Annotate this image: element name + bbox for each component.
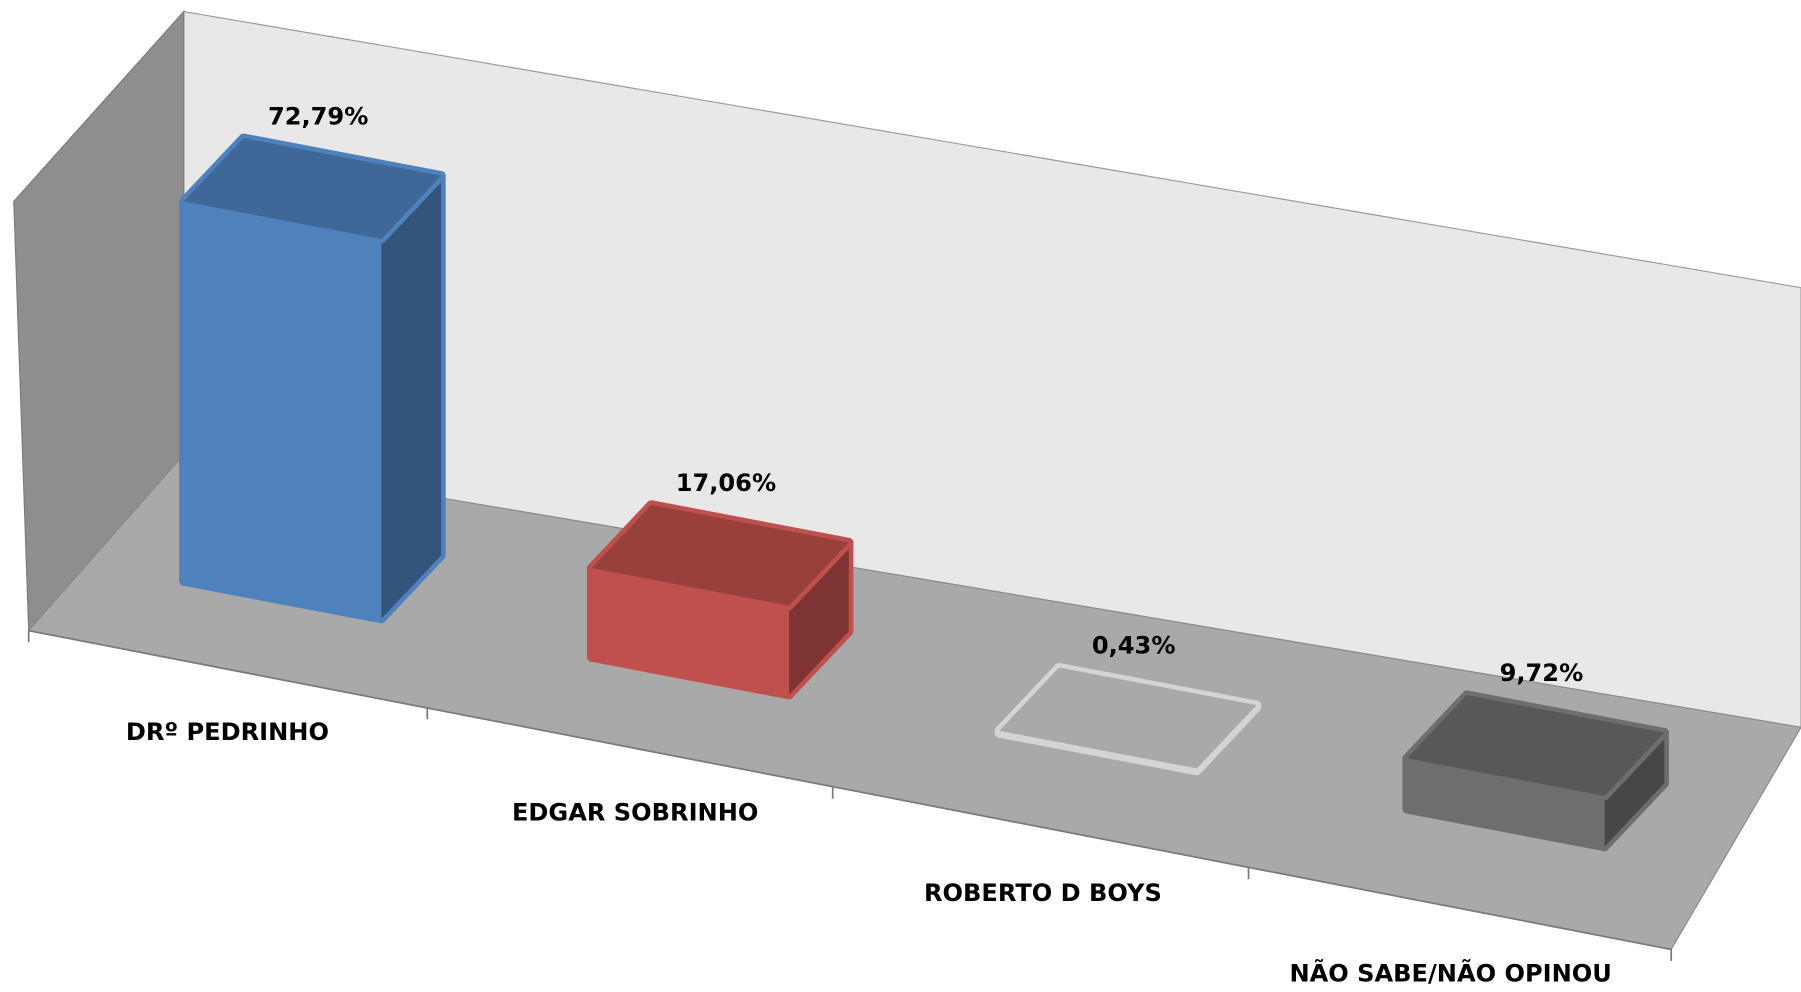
bar — [994, 662, 1262, 776]
ticks — [27, 630, 1673, 961]
bar-side-shade — [789, 542, 849, 695]
bar-front — [179, 196, 386, 624]
bar-top-shade — [183, 138, 442, 240]
value-label: 9,72% — [1500, 659, 1584, 687]
bar — [586, 500, 854, 700]
bar-top — [179, 133, 446, 244]
bar-top — [586, 500, 854, 611]
bar-top — [1402, 690, 1669, 801]
bar-side-shade — [381, 175, 442, 619]
bar-top-shade — [591, 504, 849, 606]
floor-edge — [28, 629, 1672, 951]
bar — [1402, 690, 1669, 852]
bar — [179, 133, 446, 624]
x-tick-label: DRº PEDRINHO — [126, 718, 329, 746]
value-label: 72,79% — [268, 102, 368, 130]
value-label: 0,43% — [1092, 632, 1176, 660]
x-tick-label: NÃO SABE/NÃO OPINOU — [1289, 959, 1611, 988]
x-tick-label: EDGAR SOBRINHO — [512, 799, 758, 827]
bar-top-shade — [1407, 695, 1665, 796]
x-tick-label: ROBERTO D BOYS — [924, 879, 1162, 907]
bar-top-shade — [999, 667, 1257, 769]
bar-top — [994, 662, 1262, 774]
value-label: 17,06% — [676, 469, 776, 497]
bar-side-shade — [1604, 732, 1665, 847]
